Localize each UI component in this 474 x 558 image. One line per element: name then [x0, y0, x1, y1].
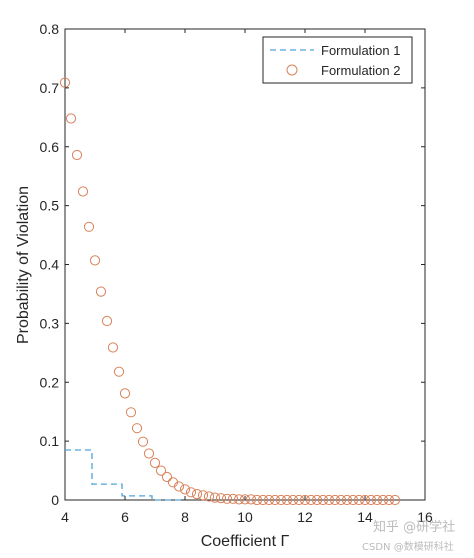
legend: Formulation 1 Formulation 2: [262, 36, 413, 84]
series-formulation-2-point: [227, 493, 239, 504]
x-tick-label: 16: [417, 509, 433, 525]
series-formulation-2-point: [371, 494, 383, 506]
series-formulation-2-point: [173, 481, 185, 492]
x-tick-label: 4: [61, 509, 69, 525]
series-formulation-2-point: [359, 494, 371, 506]
series-formulation-2-point: [149, 457, 161, 468]
series-formulation-2-point: [161, 471, 173, 483]
series-formulation-2-point: [353, 494, 365, 506]
series-formulation-2-point: [209, 492, 221, 503]
series-formulation-2-point: [155, 465, 167, 476]
legend-formulation-2-marker: [286, 64, 298, 76]
series-formulation-2-point: [275, 494, 287, 506]
series-formulation-2-point: [203, 491, 215, 502]
series-formulation-2-point: [113, 366, 125, 377]
series-formulation-2-point: [197, 490, 209, 501]
series-formulation-2-point: [191, 489, 203, 500]
series-formulation-2-point: [77, 186, 89, 197]
series-formulation-2-point: [89, 255, 101, 266]
series-formulation-2-point: [137, 436, 149, 447]
series-formulation-2-point: [335, 494, 347, 506]
series-formulation-2-point: [287, 494, 299, 506]
y-tick-label: 0: [51, 492, 59, 508]
series-formulation-2-point: [215, 493, 227, 504]
x-tick-label: 6: [121, 509, 129, 525]
y-tick-label: 0.6: [40, 139, 60, 155]
x-tick-label: 8: [181, 509, 189, 525]
series-formulation-2-point: [179, 484, 191, 495]
y-tick-label: 0.1: [40, 433, 60, 449]
axes-box: [64, 28, 426, 501]
series-formulation-2-point: [131, 423, 143, 434]
y-axis-label: Probability of Violation: [15, 186, 32, 344]
x-tick-label: 12: [297, 509, 313, 525]
legend-formulation-1-label: Formulation 1: [321, 43, 400, 58]
series-formulation-2-point: [293, 494, 305, 506]
watermark-zhihu: 知乎 @研学社: [373, 519, 455, 535]
legend-formulation-2-label: Formulation 2: [321, 63, 400, 78]
series-formulation-2-point: [281, 494, 293, 506]
series-formulation-2-point: [269, 494, 281, 506]
series-formulation-2-point: [251, 494, 263, 506]
series-formulation-2-point: [221, 493, 233, 504]
series-formulation-1-line: [65, 449, 185, 501]
y-axis-ticks: 0 0.1 0.2 0.3 0.4 0.5 0.6 0.7 0.8: [40, 21, 425, 508]
series-formulation-2-point: [239, 494, 251, 505]
series-formulation-2-point: [365, 494, 377, 506]
series-formulation-2-point: [143, 448, 155, 459]
series-formulation-2-point: [71, 149, 83, 161]
y-tick-label: 0.2: [40, 374, 60, 390]
y-tick-label: 0.4: [40, 257, 60, 273]
series-formulation-2-point: [389, 494, 401, 506]
series-formulation-2-point: [263, 494, 275, 506]
series-formulation-2-point: [59, 77, 71, 88]
series-formulation-2-point: [305, 494, 317, 506]
y-tick-label: 0.3: [40, 315, 60, 331]
series-formulation-2-point: [329, 494, 341, 506]
series-formulation-2-point: [119, 388, 131, 399]
series-formulation-2-point: [311, 494, 323, 506]
series-formulation-2-point: [377, 494, 389, 506]
series-formulation-2-point: [323, 494, 335, 506]
x-axis-ticks: 4 6 8 10 12 14 16: [61, 29, 433, 525]
series-formulation-2-point: [125, 407, 137, 418]
legend-box: [262, 36, 413, 84]
series-formulation-2-point: [101, 315, 113, 327]
x-axis-label: Coefficient Γ: [201, 533, 290, 550]
series-formulation-2-point: [95, 286, 107, 297]
series-formulation-2-point: [347, 494, 359, 506]
x-tick-label: 14: [357, 509, 373, 525]
series-formulation-2-point: [107, 342, 119, 353]
x-tick-label: 10: [237, 509, 253, 525]
y-tick-label: 0.7: [40, 80, 60, 96]
series-formulation-2-point: [185, 487, 197, 498]
y-tick-label: 0.8: [40, 21, 60, 37]
series-formulation-2-point: [299, 494, 311, 506]
series-formulation-2-point: [383, 494, 395, 506]
series-formulation-2-point: [233, 494, 245, 505]
series-formulation-2-point: [245, 494, 257, 505]
watermark-csdn: CSDN @数模研科社: [362, 540, 454, 553]
series-formulation-2-point: [341, 494, 353, 506]
plot-area: [59, 28, 426, 506]
series-formulation-2-point: [317, 494, 329, 506]
series-formulation-2-point: [257, 494, 269, 506]
series-formulation-2-point: [83, 221, 95, 232]
y-tick-label: 0.5: [40, 198, 60, 214]
series-formulation-2-point: [65, 113, 77, 124]
